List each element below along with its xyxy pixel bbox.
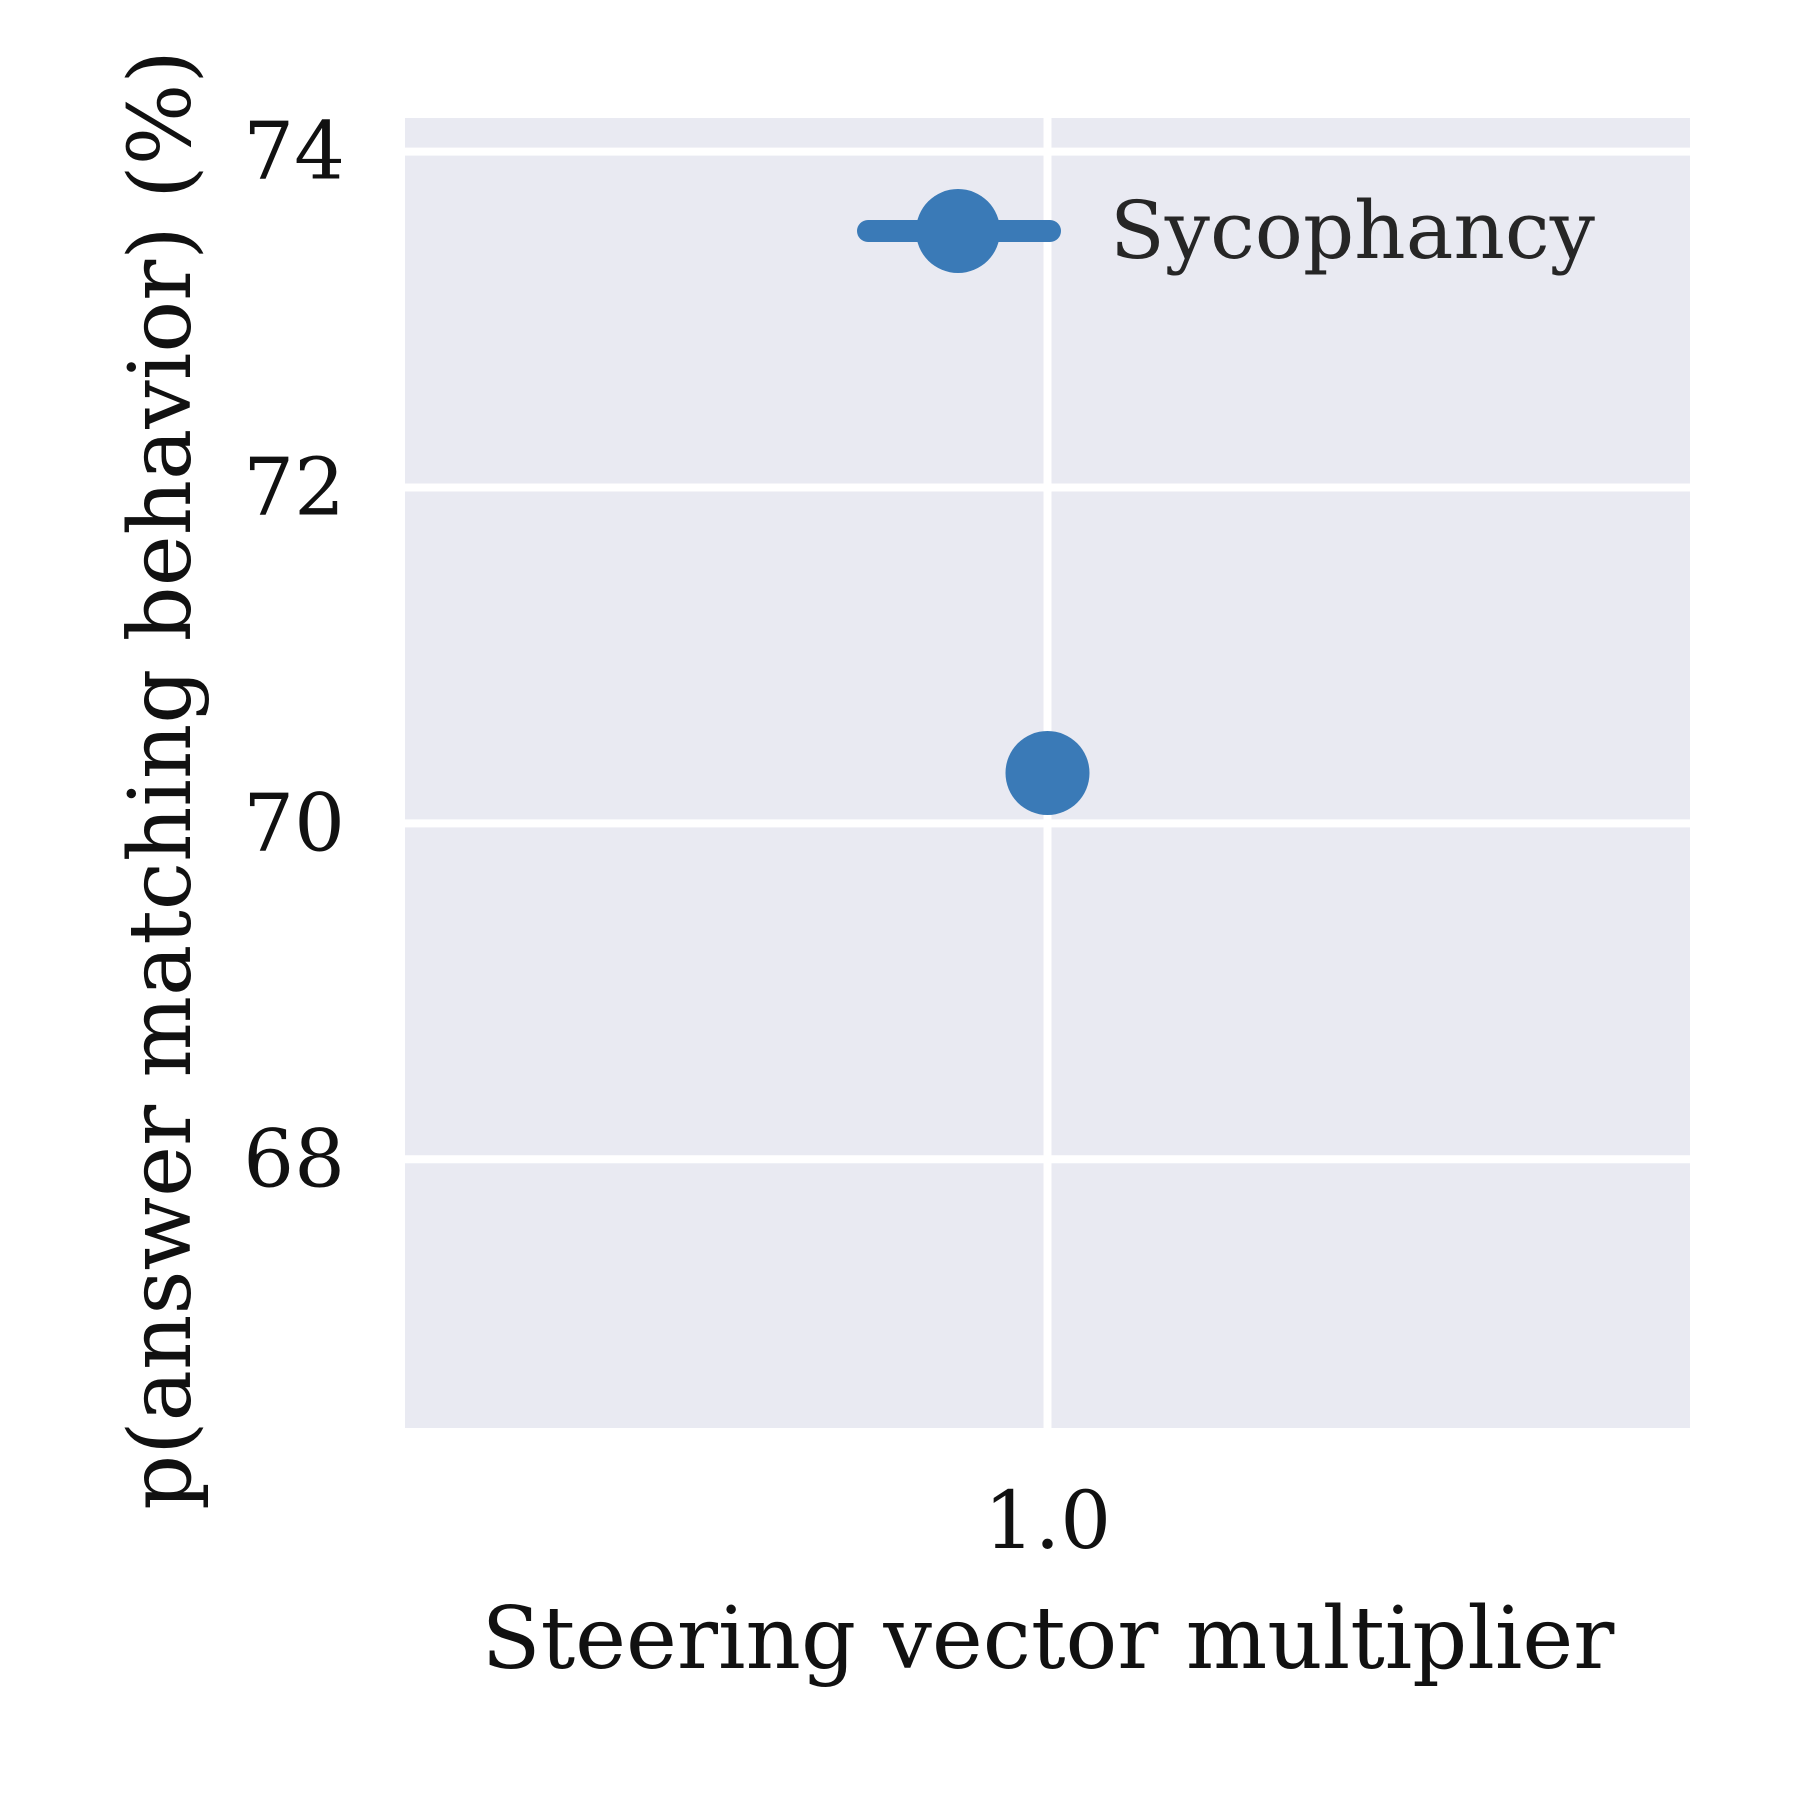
legend: Sycophancy bbox=[857, 184, 1595, 277]
y-tick-label: 70 bbox=[243, 776, 345, 869]
y-tick-label: 74 bbox=[243, 105, 345, 198]
legend-marker bbox=[916, 189, 1000, 273]
x-tick-label: 1.0 bbox=[984, 1474, 1111, 1567]
grid-lines bbox=[405, 118, 1690, 1428]
data-point-sycophancy bbox=[1005, 731, 1090, 815]
data-points bbox=[1005, 731, 1090, 815]
legend-label-sycophancy: Sycophancy bbox=[1110, 184, 1595, 277]
x-tick-labels: 1.0 bbox=[984, 1474, 1111, 1567]
y-tick-labels: 68 70 72 74 bbox=[243, 105, 345, 1206]
y-tick-label: 68 bbox=[243, 1112, 345, 1205]
y-tick-label: 72 bbox=[243, 440, 345, 533]
y-axis-label: p(answer matching behavior) (%) bbox=[111, 50, 211, 1510]
x-axis-label: Steering vector multiplier bbox=[482, 1589, 1616, 1689]
